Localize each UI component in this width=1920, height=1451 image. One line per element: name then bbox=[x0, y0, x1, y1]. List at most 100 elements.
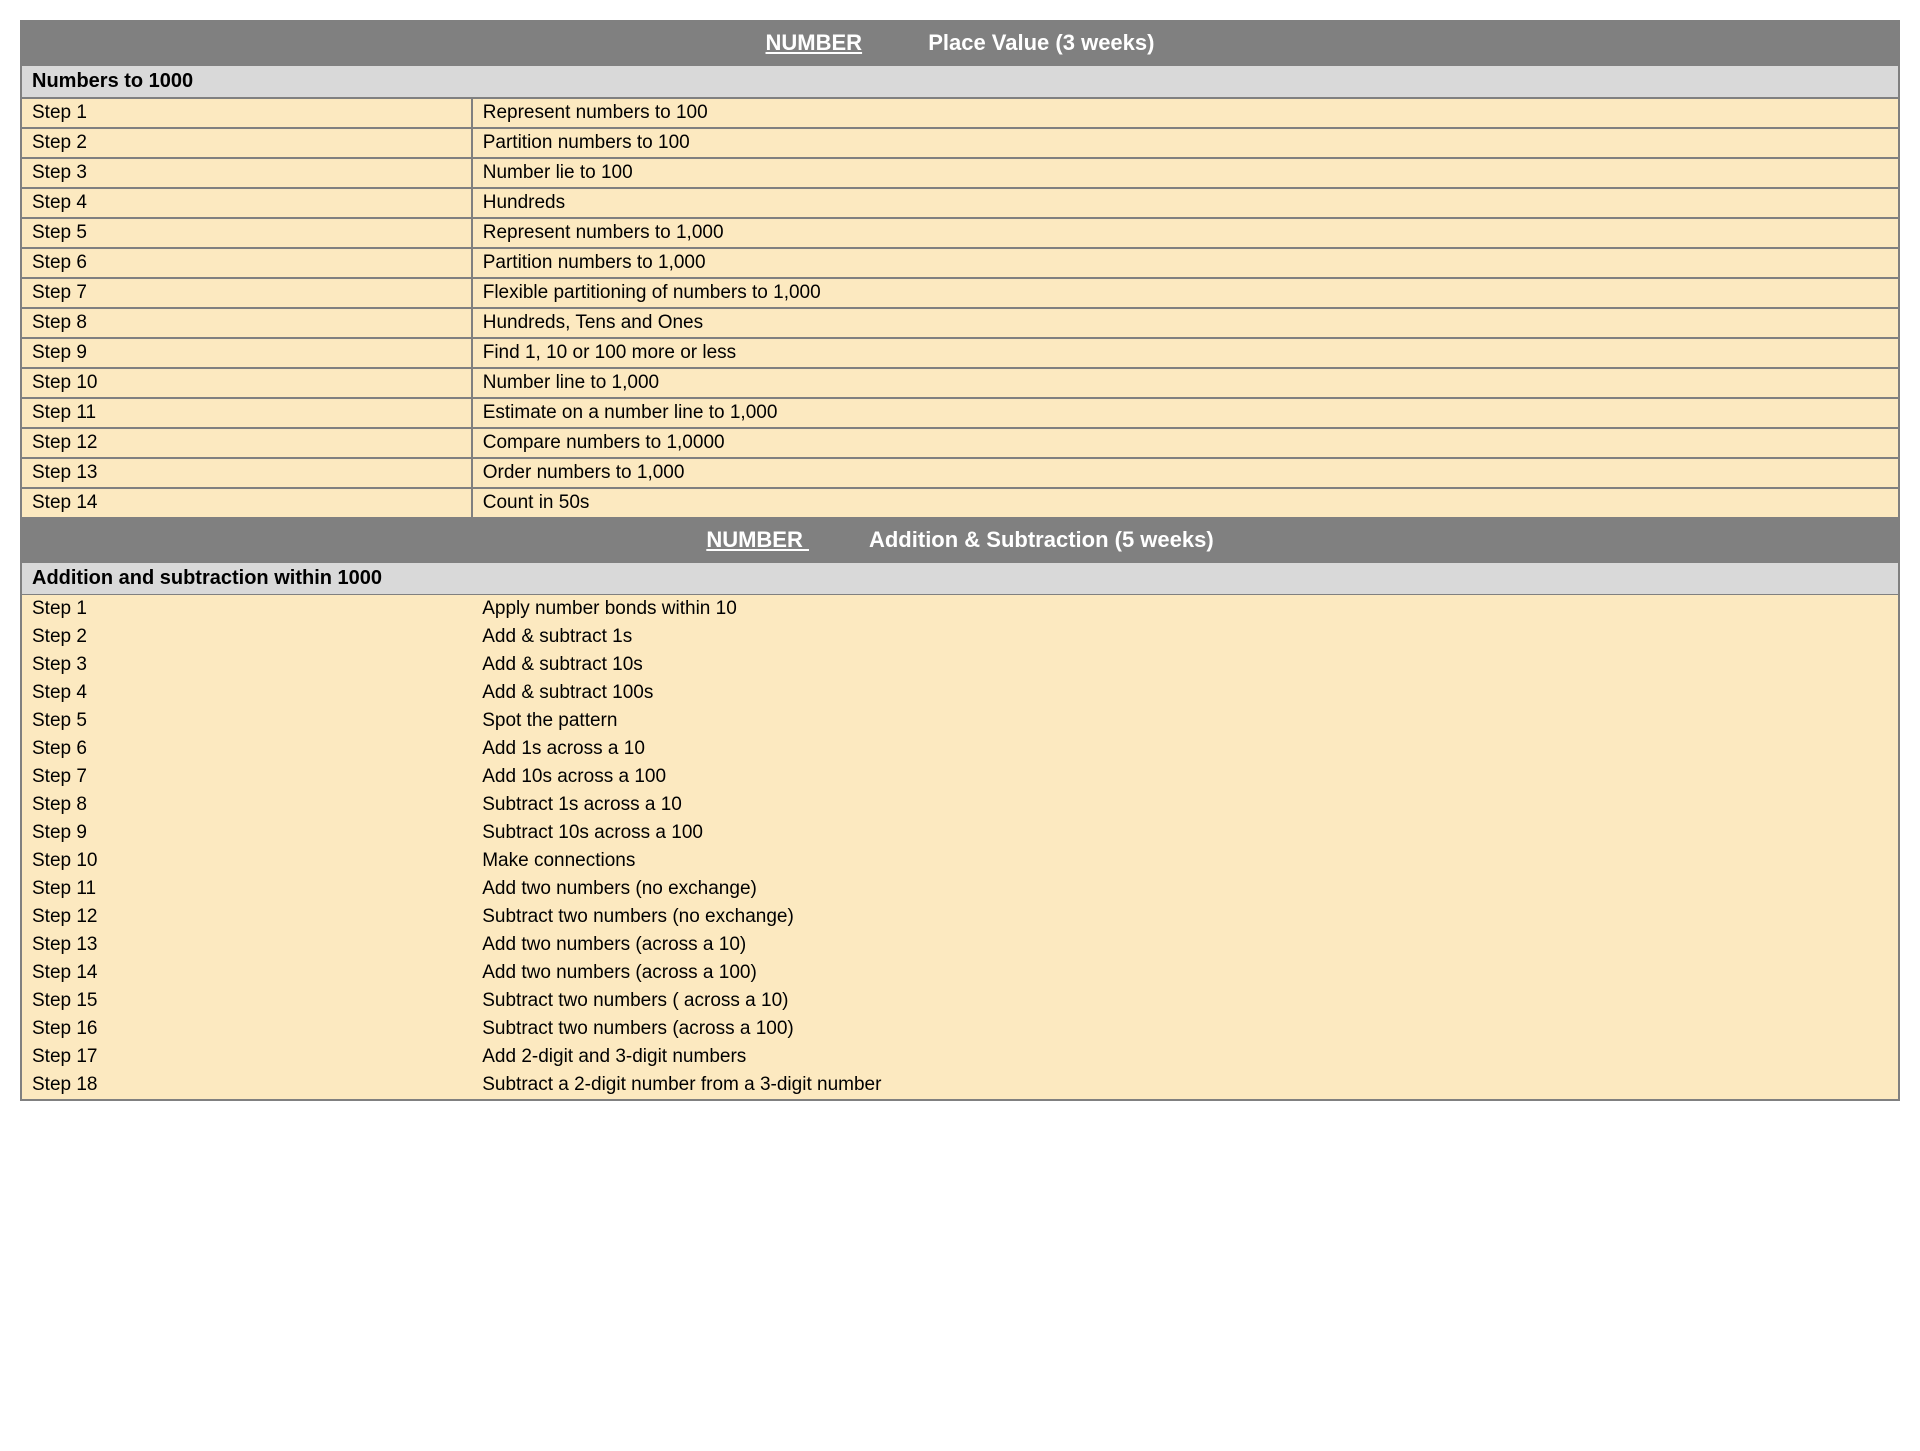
table-row: Step 1Apply number bonds within 10 bbox=[22, 595, 1898, 623]
table-row: Step 13Order numbers to 1,000 bbox=[21, 458, 1899, 488]
table-row: Step 8Hundreds, Tens and Ones bbox=[21, 308, 1899, 338]
table-row: Step 17Add 2-digit and 3-digit numbers bbox=[22, 1043, 1898, 1071]
table-row: Step 11Add two numbers (no exchange) bbox=[22, 875, 1898, 903]
step-label: Step 12 bbox=[21, 428, 472, 458]
table-row: Step 15Subtract two numbers ( across a 1… bbox=[22, 987, 1898, 1015]
table-row: Step 10Number line to 1,000 bbox=[21, 368, 1899, 398]
step-description: Subtract 10s across a 100 bbox=[472, 819, 1898, 847]
step-label: Step 6 bbox=[21, 248, 472, 278]
step-description: Subtract two numbers (no exchange) bbox=[472, 903, 1898, 931]
table-row: Step 4Add & subtract 100s bbox=[22, 679, 1898, 707]
table-row: Step 9Find 1, 10 or 100 more or less bbox=[21, 338, 1899, 368]
step-description: Add two numbers (across a 100) bbox=[472, 959, 1898, 987]
step-description: Make connections bbox=[472, 847, 1898, 875]
step-description: Add 2-digit and 3-digit numbers bbox=[472, 1043, 1898, 1071]
step-label: Step 6 bbox=[22, 735, 472, 763]
step-label: Step 14 bbox=[21, 488, 472, 518]
step-description: Number line to 1,000 bbox=[472, 368, 1899, 398]
step-description: Add & subtract 1s bbox=[472, 623, 1898, 651]
section-category-1: NUMBER bbox=[766, 30, 863, 55]
step-description: Subtract a 2-digit number from a 3-digit… bbox=[472, 1071, 1898, 1099]
step-description: Add 10s across a 100 bbox=[472, 763, 1898, 791]
section-subheader-2: Addition and subtraction within 1000 bbox=[21, 562, 1899, 595]
table-row: Step 2Add & subtract 1s bbox=[22, 623, 1898, 651]
section-2-rows: Step 1Apply number bonds within 10Step 2… bbox=[21, 595, 1899, 1100]
step-label: Step 5 bbox=[21, 218, 472, 248]
section-subheader-1: Numbers to 1000 bbox=[21, 65, 1899, 98]
step-description: Add two numbers (no exchange) bbox=[472, 875, 1898, 903]
table-row: Step 2Partition numbers to 100 bbox=[21, 128, 1899, 158]
table-row: Step 5Represent numbers to 1,000 bbox=[21, 218, 1899, 248]
step-label: Step 8 bbox=[22, 791, 472, 819]
step-description: Estimate on a number line to 1,000 bbox=[472, 398, 1899, 428]
step-description: Add & subtract 10s bbox=[472, 651, 1898, 679]
step-description: Hundreds bbox=[472, 188, 1899, 218]
step-label: Step 8 bbox=[21, 308, 472, 338]
section-header-1: NUMBER Place Value (3 weeks) bbox=[21, 21, 1899, 65]
step-description: Flexible partitioning of numbers to 1,00… bbox=[472, 278, 1899, 308]
table-row: Step 3Number lie to 100 bbox=[21, 158, 1899, 188]
table-row: Step 4Hundreds bbox=[21, 188, 1899, 218]
step-description: Represent numbers to 1,000 bbox=[472, 218, 1899, 248]
step-label: Step 4 bbox=[21, 188, 472, 218]
step-label: Step 10 bbox=[22, 847, 472, 875]
step-description: Spot the pattern bbox=[472, 707, 1898, 735]
table-row: Step 6Partition numbers to 1,000 bbox=[21, 248, 1899, 278]
step-label: Step 9 bbox=[22, 819, 472, 847]
step-label: Step 2 bbox=[21, 128, 472, 158]
step-description: Subtract 1s across a 10 bbox=[472, 791, 1898, 819]
table-row: Step 12Compare numbers to 1,0000 bbox=[21, 428, 1899, 458]
step-description: Hundreds, Tens and Ones bbox=[472, 308, 1899, 338]
step-label: Step 18 bbox=[22, 1071, 472, 1099]
step-label: Step 15 bbox=[22, 987, 472, 1015]
step-label: Step 7 bbox=[21, 278, 472, 308]
step-description: Represent numbers to 100 bbox=[472, 98, 1899, 128]
step-label: Step 13 bbox=[22, 931, 472, 959]
step-label: Step 3 bbox=[21, 158, 472, 188]
step-label: Step 5 bbox=[22, 707, 472, 735]
step-label: Step 3 bbox=[22, 651, 472, 679]
step-description: Partition numbers to 1,000 bbox=[472, 248, 1899, 278]
table-row: Step 7Flexible partitioning of numbers t… bbox=[21, 278, 1899, 308]
step-description: Add 1s across a 10 bbox=[472, 735, 1898, 763]
table-row: Step 9Subtract 10s across a 100 bbox=[22, 819, 1898, 847]
step-description: Count in 50s bbox=[472, 488, 1899, 518]
step-description: Subtract two numbers ( across a 10) bbox=[472, 987, 1898, 1015]
step-label: Step 14 bbox=[22, 959, 472, 987]
curriculum-table: NUMBER Place Value (3 weeks) Numbers to … bbox=[20, 20, 1900, 1101]
step-label: Step 9 bbox=[21, 338, 472, 368]
table-row: Step 7Add 10s across a 100 bbox=[22, 763, 1898, 791]
section-title-1: Place Value (3 weeks) bbox=[928, 30, 1154, 55]
step-description: Find 1, 10 or 100 more or less bbox=[472, 338, 1899, 368]
step-description: Add & subtract 100s bbox=[472, 679, 1898, 707]
section-1-rows: Step 1Represent numbers to 100Step 2Part… bbox=[21, 98, 1899, 518]
table-row: Step 8Subtract 1s across a 10 bbox=[22, 791, 1898, 819]
step-label: Step 11 bbox=[22, 875, 472, 903]
table-row: Step 18Subtract a 2-digit number from a … bbox=[22, 1071, 1898, 1099]
step-description: Number lie to 100 bbox=[472, 158, 1899, 188]
table-row: Step 1Represent numbers to 100 bbox=[21, 98, 1899, 128]
table-row: Step 6Add 1s across a 10 bbox=[22, 735, 1898, 763]
section-header-2: NUMBER Addition & Subtraction (5 weeks) bbox=[21, 518, 1899, 562]
step-label: Step 11 bbox=[21, 398, 472, 428]
step-description: Partition numbers to 100 bbox=[472, 128, 1899, 158]
table-row: Step 3Add & subtract 10s bbox=[22, 651, 1898, 679]
section-title-2: Addition & Subtraction (5 weeks) bbox=[869, 527, 1214, 552]
table-row: Step 14Add two numbers (across a 100) bbox=[22, 959, 1898, 987]
table-row: Step 12Subtract two numbers (no exchange… bbox=[22, 903, 1898, 931]
table-row: Step 14Count in 50s bbox=[21, 488, 1899, 518]
step-label: Step 7 bbox=[22, 763, 472, 791]
step-description: Apply number bonds within 10 bbox=[472, 595, 1898, 623]
table-row: Step 10Make connections bbox=[22, 847, 1898, 875]
table-row: Step 11Estimate on a number line to 1,00… bbox=[21, 398, 1899, 428]
step-label: Step 12 bbox=[22, 903, 472, 931]
step-label: Step 1 bbox=[22, 595, 472, 623]
step-label: Step 2 bbox=[22, 623, 472, 651]
step-label: Step 4 bbox=[22, 679, 472, 707]
table-row: Step 16Subtract two numbers (across a 10… bbox=[22, 1015, 1898, 1043]
step-description: Compare numbers to 1,0000 bbox=[472, 428, 1899, 458]
step-label: Step 17 bbox=[22, 1043, 472, 1071]
step-label: Step 16 bbox=[22, 1015, 472, 1043]
step-label: Step 10 bbox=[21, 368, 472, 398]
step-label: Step 13 bbox=[21, 458, 472, 488]
